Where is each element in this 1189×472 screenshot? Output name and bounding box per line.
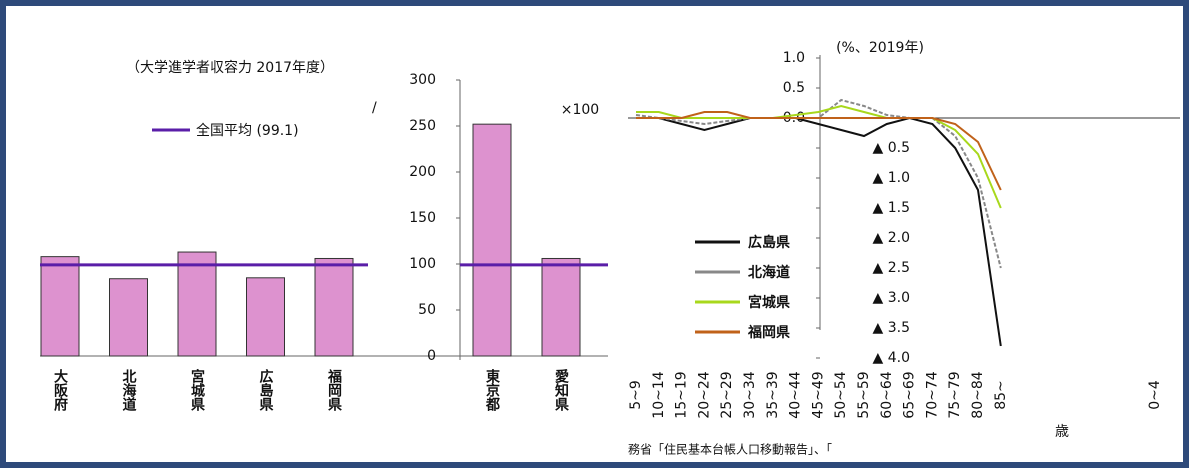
- y-tick-label: ▲ 1.5: [873, 200, 910, 216]
- x-tick-label: 福岡県: [326, 368, 343, 412]
- y-tick-label: ▲ 3.0: [873, 290, 910, 306]
- bar: [314, 257, 354, 357]
- y-tick-label: 50: [418, 302, 436, 318]
- y-tick-label: ▲ 3.5: [873, 320, 910, 336]
- bar: [246, 277, 285, 357]
- x-tick-label: 65~69: [902, 371, 918, 418]
- bar: [109, 278, 148, 357]
- line: [636, 104, 1002, 209]
- x-tick-label: 東京都: [484, 368, 501, 412]
- bar: [177, 251, 217, 357]
- x-tick-label: 宮城県: [189, 368, 205, 412]
- legend-label: 福岡県: [747, 324, 790, 341]
- line: [636, 111, 1002, 191]
- x-tick-label: 5~9: [628, 380, 644, 410]
- x-tick-label: 40~44: [788, 371, 804, 418]
- y-tick-label: 200: [409, 164, 436, 180]
- x-tick-label: 愛知県: [553, 368, 569, 412]
- right-title: (%、2019年): [836, 40, 924, 56]
- legend-label: 宮城県: [748, 294, 790, 311]
- x-tick-label: 50~54: [833, 371, 849, 418]
- x-tick-label: 15~19: [674, 371, 690, 418]
- x-tick-label: 85~: [993, 380, 1009, 410]
- y-tick-label: 300: [409, 72, 436, 88]
- left-title: （大学進学者収容力 2017年度）: [126, 59, 334, 76]
- x-tick-label: 75~79: [947, 371, 963, 418]
- x-axis-label: 歳: [1055, 424, 1069, 440]
- y-tick-label: 100: [409, 256, 436, 272]
- y-tick-label: ▲ 0.5: [873, 140, 910, 156]
- bar: [541, 257, 581, 357]
- y-tick-label: ▲ 4.0: [873, 350, 910, 366]
- x-tick-label: 30~34: [742, 371, 758, 418]
- legend-label: 北海道: [748, 264, 790, 281]
- y-tick-label: 0.5: [783, 80, 805, 96]
- y-tick-label: 1.0: [783, 50, 805, 66]
- y-tick-label: ▲ 1.0: [873, 170, 910, 186]
- source: 務省「住民基本台帳人口移動報告」、「: [628, 442, 832, 457]
- x-tick-label: 10~14: [651, 371, 667, 418]
- x-tick-label: 広島県: [258, 368, 274, 412]
- y-tick-label: ▲ 2.0: [873, 230, 910, 246]
- slash: /: [372, 100, 377, 116]
- x-tick-label: 60~64: [879, 371, 895, 418]
- x-tick-label: 大阪府: [52, 368, 68, 412]
- x-tick-label: 45~49: [810, 371, 826, 418]
- unit-label: ×100: [561, 102, 599, 118]
- x-tick-label: 20~24: [696, 371, 712, 418]
- y-tick-label: ▲ 2.5: [873, 260, 910, 276]
- x-tick-label: 55~59: [856, 371, 872, 418]
- x-tick-label: 35~39: [765, 371, 781, 418]
- bar: [40, 256, 80, 357]
- legend-label: 広島県: [748, 234, 790, 251]
- y-tick-label: 150: [409, 210, 436, 226]
- legend-label: 全国平均 (99.1): [196, 122, 299, 139]
- x-tick-label: 0~4: [1147, 380, 1163, 410]
- x-tick-label: 80~84: [970, 371, 986, 418]
- line: [636, 116, 1002, 347]
- bar: [472, 123, 512, 357]
- y-tick-label: 0: [427, 348, 436, 364]
- x-tick-label: 北海道: [121, 369, 137, 412]
- y-tick-label: 250: [409, 118, 436, 134]
- x-tick-label: 25~29: [719, 371, 735, 418]
- x-tick-label: 70~74: [924, 371, 940, 418]
